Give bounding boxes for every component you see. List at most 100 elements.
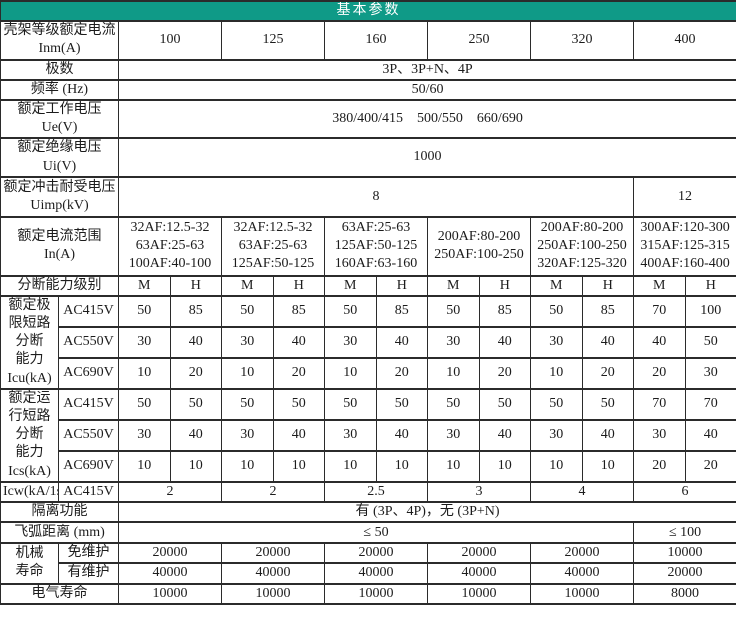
icu-value: 50 bbox=[118, 294, 171, 328]
row-mech-life-free: 机械 寿命 免维护 20000 20000 20000 20000 20000 … bbox=[0, 542, 736, 585]
mech-life-value: 40000 bbox=[530, 562, 634, 585]
icu-value: 85 bbox=[581, 294, 634, 328]
icu-value: 40 bbox=[633, 325, 686, 359]
current-range-value: 32AF:12.5-32 63AF:25-63 125AF:50-125 bbox=[221, 215, 325, 277]
row-ics-ac690v: AC690V 10 10 10 10 10 10 10 10 10 10 20 … bbox=[1, 449, 736, 483]
ics-value: 40 bbox=[272, 418, 325, 452]
mech-life-value: 40000 bbox=[427, 562, 531, 585]
ics-value: 30 bbox=[427, 418, 480, 452]
icw-value: 2.5 bbox=[324, 480, 428, 503]
mech-life-value: 20000 bbox=[632, 562, 736, 585]
electrical-life-value: 10000 bbox=[118, 582, 222, 605]
icu-value: 50 bbox=[684, 325, 736, 359]
breaking-class-value: M bbox=[221, 274, 274, 297]
breaking-class-value: H bbox=[478, 274, 531, 297]
breaking-class-value: M bbox=[633, 274, 686, 297]
row-icu-ac415v: 额定极 限短路 分断 能力 Icu(kA) AC415V 50 85 50 85… bbox=[0, 294, 736, 390]
ics-subrow-label: AC415V bbox=[58, 387, 119, 421]
mech-life-value: 20000 bbox=[118, 542, 222, 565]
icu-value: 10 bbox=[324, 356, 377, 390]
poles-value: 3P、3P+N、4P bbox=[117, 58, 736, 81]
icu-value: 50 bbox=[221, 294, 274, 328]
icu-value: 10 bbox=[427, 356, 480, 390]
current-range-label: 额定电流范围 In(A) bbox=[0, 215, 119, 277]
current-range-value: 63AF:25-63 125AF:50-125 160AF:63-160 bbox=[324, 215, 428, 277]
electrical-life-value: 10000 bbox=[221, 582, 325, 605]
icu-value: 30 bbox=[118, 325, 171, 359]
row-arc-distance: 飞弧距离 (mm) ≤ 50 ≤ 100 bbox=[0, 521, 736, 545]
row-icu-ac550v: AC550V 30 40 30 40 30 40 30 40 30 40 40 … bbox=[1, 325, 736, 359]
ics-group-label: 额定运 行短路 分断 能力 Ics(kA) bbox=[0, 387, 59, 483]
frame-current-value: 400 bbox=[632, 20, 736, 61]
icu-value: 70 bbox=[633, 294, 686, 328]
row-icw: Icw(kA/1s) AC415V 2 2 2.5 3 4 6 bbox=[0, 480, 736, 503]
impulse-voltage-last: 12 bbox=[632, 175, 736, 218]
mech-life-value: 20000 bbox=[427, 542, 531, 565]
icu-value: 20 bbox=[169, 356, 222, 390]
icu-value: 50 bbox=[530, 294, 583, 328]
frame-current-value: 160 bbox=[324, 20, 428, 61]
icu-group-label: 额定极 限短路 分断 能力 Icu(kA) bbox=[0, 294, 59, 390]
ics-value: 20 bbox=[684, 449, 736, 483]
isolation-value: 有 (3P、4P)，无 (3P+N) bbox=[117, 500, 736, 524]
insulation-voltage-value: 1000 bbox=[117, 137, 736, 178]
row-title: 基本参数 bbox=[0, 0, 736, 23]
page-title: 基本参数 bbox=[0, 0, 736, 23]
ics-value: 50 bbox=[324, 387, 377, 421]
isolation-label: 隔离功能 bbox=[0, 500, 119, 524]
ics-value: 30 bbox=[118, 418, 171, 452]
icu-value: 30 bbox=[324, 325, 377, 359]
frame-current-value: 320 bbox=[530, 20, 634, 61]
impulse-voltage-label: 额定冲击耐受电压 Uimp(kV) bbox=[0, 175, 119, 218]
icu-value: 85 bbox=[272, 294, 325, 328]
ics-value: 40 bbox=[169, 418, 222, 452]
icu-value: 40 bbox=[169, 325, 222, 359]
mech-life-subrow-label: 免维护 bbox=[58, 542, 119, 565]
row-icu-ac690v: AC690V 10 20 10 20 10 20 10 20 10 20 20 … bbox=[1, 356, 736, 390]
ics-value: 10 bbox=[375, 449, 428, 483]
frequency-value: 50/60 bbox=[117, 78, 736, 101]
icu-value: 10 bbox=[221, 356, 274, 390]
breaking-class-value: H bbox=[375, 274, 428, 297]
ics-value: 50 bbox=[581, 387, 634, 421]
ics-value: 50 bbox=[427, 387, 480, 421]
spec-table: 基本参数 壳架等级额定电流 Inm(A) 100 125 160 250 320… bbox=[0, 0, 736, 605]
breaking-class-value: M bbox=[324, 274, 377, 297]
icu-value: 85 bbox=[478, 294, 531, 328]
icw-sublabel: AC415V bbox=[58, 480, 119, 503]
icu-value: 20 bbox=[633, 356, 686, 390]
row-frequency: 频率 (Hz) 50/60 bbox=[0, 78, 736, 101]
current-range-value: 200AF:80-200 250AF:100-250 bbox=[427, 215, 531, 277]
breaking-class-value: M bbox=[118, 274, 171, 297]
icw-value: 3 bbox=[427, 480, 531, 503]
mech-life-group-label: 机械 寿命 bbox=[0, 542, 59, 585]
ics-subrow-label: AC550V bbox=[58, 418, 119, 452]
icu-subrow-label: AC690V bbox=[58, 356, 119, 390]
ics-value: 50 bbox=[478, 387, 531, 421]
icu-value: 40 bbox=[375, 325, 428, 359]
ics-value: 30 bbox=[324, 418, 377, 452]
frame-current-value: 250 bbox=[427, 20, 531, 61]
icu-value: 50 bbox=[324, 294, 377, 328]
ics-value: 70 bbox=[684, 387, 736, 421]
ics-value: 30 bbox=[633, 418, 686, 452]
row-poles: 极数 3P、3P+N、4P bbox=[0, 58, 736, 81]
ics-value: 50 bbox=[272, 387, 325, 421]
icu-value: 30 bbox=[221, 325, 274, 359]
working-voltage-value: 380/400/415 500/550 660/690 bbox=[117, 98, 736, 140]
row-insulation-voltage: 额定绝缘电压 Ui(V) 1000 bbox=[0, 137, 736, 178]
icu-value: 85 bbox=[375, 294, 428, 328]
electrical-life-value: 10000 bbox=[530, 582, 634, 605]
electrical-life-value: 10000 bbox=[427, 582, 531, 605]
row-isolation: 隔离功能 有 (3P、4P)，无 (3P+N) bbox=[0, 500, 736, 524]
row-frame-current: 壳架等级额定电流 Inm(A) 100 125 160 250 320 400 bbox=[0, 20, 736, 61]
current-range-value: 32AF:12.5-32 63AF:25-63 100AF:40-100 bbox=[118, 215, 222, 277]
icu-value: 20 bbox=[375, 356, 428, 390]
ics-value: 50 bbox=[221, 387, 274, 421]
row-impulse-voltage: 额定冲击耐受电压 Uimp(kV) 8 12 bbox=[0, 175, 736, 218]
arc-distance-main: ≤ 50 bbox=[118, 521, 634, 545]
icw-value: 2 bbox=[221, 480, 325, 503]
row-mech-life-maintained: 有维护 40000 40000 40000 40000 40000 20000 bbox=[1, 562, 736, 585]
electrical-life-value: 8000 bbox=[632, 582, 736, 605]
electrical-life-label: 电气寿命 bbox=[0, 582, 119, 605]
